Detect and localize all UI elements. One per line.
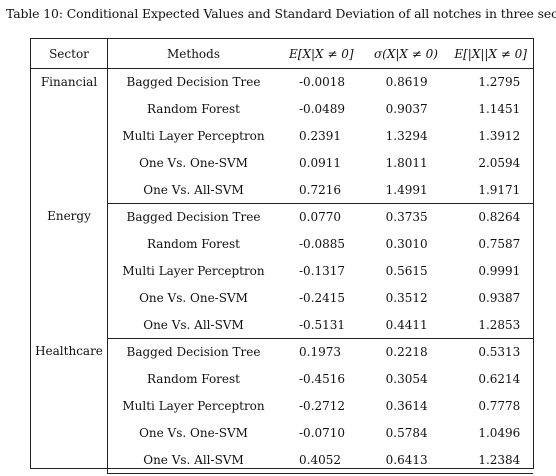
expected-value-cell: 0.7216 xyxy=(279,176,364,204)
std-value-cell: 0.3614 xyxy=(385,398,428,413)
table-row: Random Forest -0.0885 0.3010 0.7587 xyxy=(31,231,533,258)
std-value-cell: 0.9037 xyxy=(385,102,428,117)
abs-expected-value-cell: 0.7778 xyxy=(478,398,521,413)
method-cell: One Vs. All-SVM xyxy=(107,176,279,204)
expected-value-cell: -0.2712 xyxy=(299,398,346,413)
table-row: One Vs. All-SVM 0.7216 1.4991 1.9171 xyxy=(31,176,533,204)
expected-value-cell: -0.0710 xyxy=(299,425,346,440)
table-row: Random Forest -0.0489 0.9037 1.1451 xyxy=(31,96,533,123)
header-std: σ(X|X ≠ 0) xyxy=(363,39,449,69)
expected-value-cell: -0.4516 xyxy=(299,372,346,387)
method-cell: One Vs. One-SVM xyxy=(139,155,248,170)
std-value-cell: 0.4411 xyxy=(363,311,449,339)
method-cell: Random Forest xyxy=(146,372,240,387)
abs-expected-value-cell: 1.9171 xyxy=(448,176,533,204)
method-cell: Bagged Decision Tree xyxy=(126,210,261,225)
method-cell: Random Forest xyxy=(146,102,240,117)
table-row: One Vs. One-SVM 0.0911 1.8011 2.0594 xyxy=(31,149,533,176)
header-abs-expected: E[|X||X ≠ 0] xyxy=(448,39,533,69)
table-row: One Vs. One-SVM -0.0710 0.5784 1.0496 xyxy=(31,419,533,446)
expected-value-cell: -0.0018 xyxy=(299,75,346,90)
header-row: Sector Methods E[X|X ≠ 0] σ(X|X ≠ 0) E[|… xyxy=(31,39,533,69)
header-sector: Sector xyxy=(31,39,108,69)
table-row: Energy Bagged Decision Tree 0.0770 0.3735 0.… xyxy=(31,203,533,339)
abs-expected-value-cell: 0.9991 xyxy=(478,263,521,278)
std-value-cell: 1.8011 xyxy=(385,155,428,170)
method-cell: One Vs. All-SVM xyxy=(107,311,279,339)
header-methods: Methods xyxy=(107,39,279,69)
sector-cell: Energy xyxy=(31,203,108,339)
std-value-cell: 0.6413 xyxy=(363,446,449,474)
table-row: One Vs. One-SVM -0.2415 0.3512 0.9387 xyxy=(31,284,533,311)
expected-value-cell: -0.0489 xyxy=(299,102,346,117)
abs-expected-value-cell: 0.9387 xyxy=(478,290,521,305)
abs-expected-value-cell: 1.0496 xyxy=(478,425,521,440)
std-value-cell: 1.4991 xyxy=(363,176,449,204)
abs-expected-value-cell: 0.6214 xyxy=(478,372,521,387)
table-row: Multi Layer Perceptron 0.2391 1.3294 1.3912 xyxy=(31,123,533,150)
std-value-cell: 0.5784 xyxy=(385,425,428,440)
table-row: Financial Bagged Decision Tree -0.0018 0.86… xyxy=(31,68,533,204)
expected-value-cell: -0.1317 xyxy=(299,263,346,278)
method-cell: Multi Layer Perceptron xyxy=(122,263,265,278)
expected-value-cell: 0.0911 xyxy=(299,155,341,170)
table-caption: Table 10: Conditional Expected Values an… xyxy=(6,6,556,21)
table-row: Random Forest -0.4516 0.3054 0.6214 xyxy=(31,366,533,393)
std-value-cell: 0.8619 xyxy=(385,75,428,90)
table-row: One Vs. All-SVM -0.5131 0.4411 1.2853 xyxy=(31,311,533,339)
table-row: One Vs. All-SVM 0.4052 0.6413 1.2384 xyxy=(31,446,533,474)
abs-expected-value-cell: 1.2795 xyxy=(478,75,521,90)
abs-expected-value-cell: 0.5313 xyxy=(478,345,521,360)
expected-value-cell: -0.5131 xyxy=(279,311,364,339)
results-table: Sector Methods E[X|X ≠ 0] σ(X|X ≠ 0) E[|… xyxy=(30,38,534,474)
expected-value-cell: 0.0770 xyxy=(299,210,341,225)
abs-expected-value-cell: 1.1451 xyxy=(478,102,521,117)
std-value-cell: 0.2218 xyxy=(385,345,428,360)
std-value-cell: 0.3010 xyxy=(385,237,428,252)
method-cell: Multi Layer Perceptron xyxy=(122,128,265,143)
std-value-cell: 0.3054 xyxy=(385,372,428,387)
sector-cell: Healthcare xyxy=(31,338,108,474)
abs-expected-value-cell: 1.2853 xyxy=(448,311,533,339)
table-row: Healthcare Bagged Decision Tree 0.1973 0.22… xyxy=(31,338,533,474)
abs-expected-value-cell: 0.8264 xyxy=(478,210,521,225)
sector-cell: Financial xyxy=(31,68,108,204)
expected-value-cell: 0.4052 xyxy=(279,446,364,474)
abs-expected-value-cell: 1.3912 xyxy=(478,128,521,143)
method-cell: Bagged Decision Tree xyxy=(126,345,261,360)
method-cell: Bagged Decision Tree xyxy=(126,75,261,90)
std-value-cell: 1.3294 xyxy=(385,128,428,143)
abs-expected-value-cell: 0.7587 xyxy=(478,237,521,252)
expected-value-cell: 0.1973 xyxy=(299,345,341,360)
expected-value-cell: -0.2415 xyxy=(299,290,346,305)
method-cell: One Vs. One-SVM xyxy=(139,290,248,305)
std-value-cell: 0.5615 xyxy=(385,263,428,278)
method-cell: Random Forest xyxy=(146,237,240,252)
method-cell: One Vs. All-SVM xyxy=(107,446,279,474)
std-value-cell: 0.3735 xyxy=(385,210,428,225)
abs-expected-value-cell: 1.2384 xyxy=(448,446,533,474)
header-expected: E[X|X ≠ 0] xyxy=(279,39,364,69)
method-cell: Multi Layer Perceptron xyxy=(122,398,265,413)
std-value-cell: 0.3512 xyxy=(385,290,428,305)
table-row: Multi Layer Perceptron -0.1317 0.5615 0.999… xyxy=(31,258,533,285)
expected-value-cell: -0.0885 xyxy=(299,237,346,252)
table-row: Multi Layer Perceptron -0.2712 0.3614 0.777… xyxy=(31,393,533,420)
expected-value-cell: 0.2391 xyxy=(299,128,341,143)
abs-expected-value-cell: 2.0594 xyxy=(478,155,521,170)
method-cell: One Vs. One-SVM xyxy=(139,425,248,440)
table-body: Financial Bagged Decision Tree -0.0018 0.86… xyxy=(31,68,533,474)
